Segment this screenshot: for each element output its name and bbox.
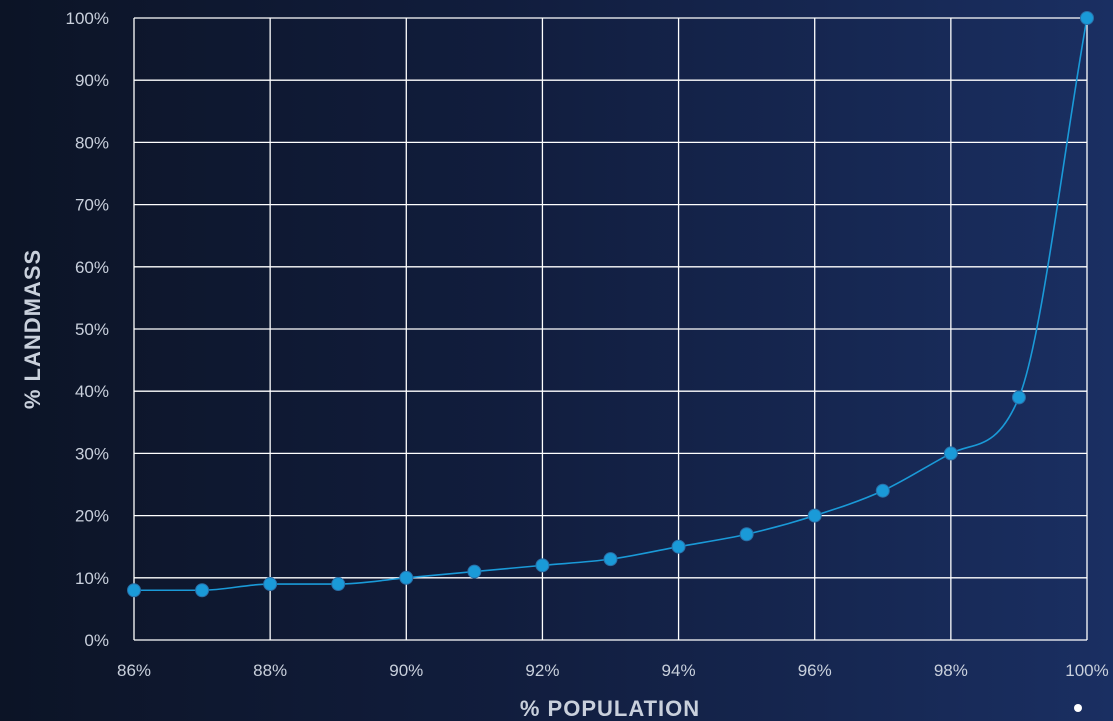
data-point <box>739 527 754 542</box>
x-tick-label: 100% <box>1065 661 1108 680</box>
y-tick-label: 0% <box>84 631 109 650</box>
x-tick-label: 96% <box>798 661 832 680</box>
data-point <box>875 483 890 498</box>
data-point <box>603 552 618 567</box>
x-tick-label: 94% <box>662 661 696 680</box>
x-tick-label: 90% <box>389 661 423 680</box>
y-tick-label: 90% <box>75 71 109 90</box>
data-point <box>1011 390 1026 405</box>
y-tick-label: 80% <box>75 133 109 152</box>
data-point <box>807 508 822 523</box>
data-point <box>399 570 414 585</box>
y-tick-label: 40% <box>75 382 109 401</box>
data-point <box>467 564 482 579</box>
decorative-dot <box>1074 704 1082 712</box>
data-point <box>127 583 141 598</box>
y-tick-label: 100% <box>66 9 109 28</box>
y-tick-label: 10% <box>75 569 109 588</box>
y-tick-label: 60% <box>75 258 109 277</box>
data-point <box>535 558 550 573</box>
y-tick-label: 20% <box>75 507 109 526</box>
data-point <box>331 577 346 592</box>
y-tick-label: 70% <box>75 196 109 215</box>
x-tick-label: 92% <box>525 661 559 680</box>
series <box>127 11 1094 598</box>
x-tick-label: 88% <box>253 661 287 680</box>
y-tick-label: 30% <box>75 444 109 463</box>
x-tick-label: 98% <box>934 661 968 680</box>
y-tick-label: 50% <box>75 320 109 339</box>
x-tick-label: 86% <box>117 661 151 680</box>
x-axis-title: % POPULATION <box>520 696 700 721</box>
data-point <box>943 446 958 461</box>
data-point <box>263 577 278 592</box>
y-axis-title: % LANDMASS <box>20 249 45 409</box>
data-point <box>1080 11 1094 25</box>
data-point <box>671 539 686 554</box>
grid <box>133 17 1088 641</box>
series-line <box>133 17 1088 592</box>
data-point <box>195 583 210 598</box>
tick-labels: 0% 10% 20% 30% 40% 50% 60% 70% 80% 90% 100% 86% 88% 9… <box>66 9 1109 680</box>
